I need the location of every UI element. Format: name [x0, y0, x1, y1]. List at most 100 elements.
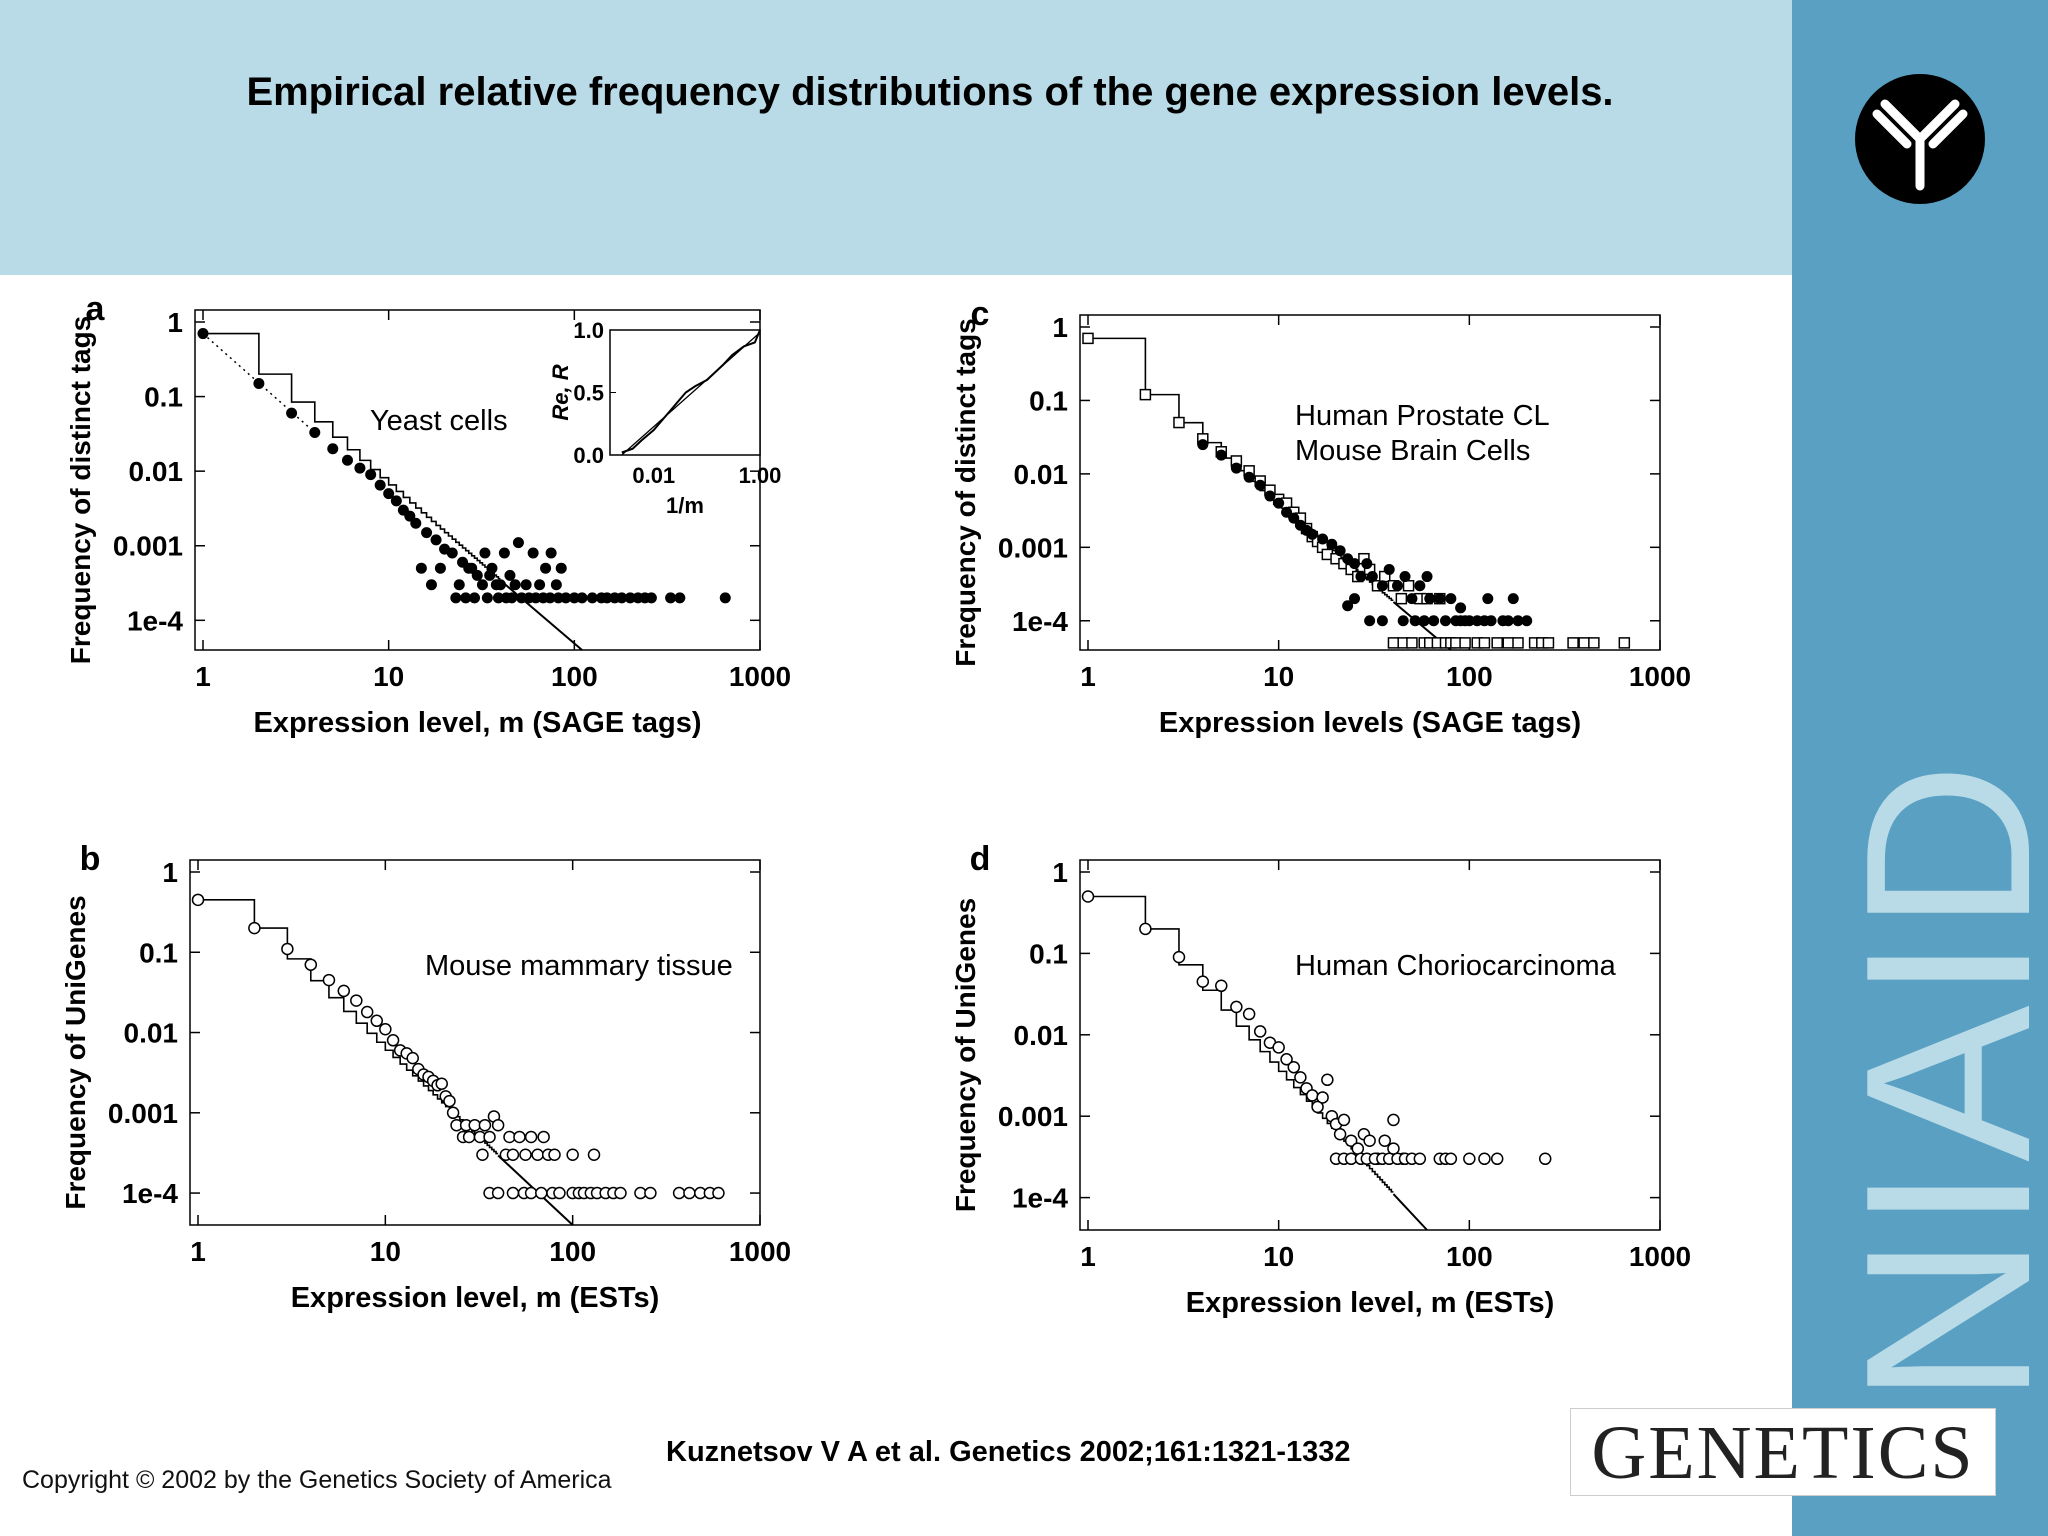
- data-point: [491, 1186, 505, 1200]
- data-point: [1172, 950, 1186, 964]
- data-point: [674, 592, 686, 604]
- slide-header: [0, 0, 1792, 275]
- y-tick-label: 0.01: [129, 456, 184, 487]
- data-point: [253, 377, 265, 389]
- data-point: [644, 1186, 657, 1200]
- data-point: [1450, 615, 1462, 627]
- y-tick-label: 0.1: [1029, 385, 1068, 416]
- y-tick-label: 0.001: [998, 1101, 1068, 1132]
- chart-panel-a: a 1 0.1 0.01 0.001 1e-4 1 10 100 1000 Expression l…: [65, 290, 791, 739]
- data-point: [1264, 490, 1276, 502]
- data-point: [645, 592, 657, 604]
- data-point: [1542, 637, 1555, 649]
- x-tick-label: 1: [1080, 1241, 1096, 1272]
- data-point: [624, 592, 636, 604]
- y-tick-label: 1e-4: [127, 605, 183, 636]
- data-point: [383, 488, 395, 500]
- data-point: [1197, 439, 1209, 451]
- chart-annotation: Human Choriocarcinoma: [1295, 950, 1617, 982]
- data-point: [1311, 1100, 1324, 1114]
- data-point: [1361, 558, 1373, 570]
- x-axis-label: Expression level, m (SAGE tags): [253, 707, 701, 739]
- data-point: [430, 534, 442, 546]
- niaid-watermark: NIAID: [1816, 758, 2048, 1405]
- data-point: [379, 1022, 392, 1036]
- data-point: [1455, 602, 1467, 614]
- data-point: [1173, 416, 1185, 429]
- data-point: [1349, 593, 1361, 605]
- data-point: [1399, 571, 1411, 583]
- data-point: [1242, 1007, 1256, 1021]
- panel-letter: d: [970, 840, 991, 878]
- x-tick-label: 100: [1446, 1241, 1493, 1272]
- data-point: [1512, 615, 1524, 627]
- y-tick-label: 1e-4: [1012, 1183, 1068, 1214]
- y-tick-label: 0.001: [998, 532, 1068, 563]
- data-point: [443, 1094, 456, 1108]
- data-point: [370, 1014, 384, 1028]
- inset-y-axis-label: Re, R: [548, 364, 573, 420]
- chart-panel-d: d 1 0.1 0.01 0.001 1e-4 1 10 100 1000 Expression l…: [950, 840, 1691, 1319]
- data-point: [1521, 615, 1533, 627]
- data-point: [386, 1034, 400, 1047]
- data-point: [492, 592, 504, 604]
- data-point: [469, 592, 481, 604]
- data-point: [463, 562, 475, 574]
- data-point: [534, 579, 546, 591]
- data-point: [1364, 615, 1376, 627]
- data-point: [1376, 615, 1388, 627]
- y-tick-label: 0.001: [108, 1098, 178, 1129]
- data-point: [1196, 975, 1210, 988]
- fit-line: [1392, 1193, 1428, 1231]
- data-point: [374, 479, 386, 491]
- data-point: [1355, 571, 1367, 583]
- data-point: [435, 1077, 448, 1091]
- x-axis-label: Expression levels (SAGE tags): [1159, 707, 1581, 739]
- data-point: [1254, 479, 1266, 491]
- data-point: [1413, 1152, 1427, 1166]
- data-point: [1321, 1073, 1334, 1087]
- data-point: [1139, 388, 1152, 401]
- data-point: [1366, 571, 1378, 583]
- data-point: [1305, 1089, 1319, 1102]
- data-point: [665, 592, 677, 604]
- antibody-logo-icon: [1855, 74, 1985, 204]
- x-tick-label: 1000: [729, 661, 791, 692]
- data-point: [450, 592, 462, 604]
- data-point: [286, 407, 298, 419]
- data-point: [1434, 593, 1446, 605]
- y-tick-label: 0.01: [1014, 1020, 1069, 1051]
- data-point: [712, 1186, 725, 1200]
- data-point: [1421, 571, 1433, 583]
- data-point: [491, 1118, 505, 1132]
- data-point: [1478, 1152, 1491, 1166]
- data-point: [555, 562, 567, 574]
- data-point: [576, 592, 588, 604]
- data-point: [248, 921, 261, 935]
- data-point: [421, 527, 433, 539]
- y-tick-label: 0.1: [144, 382, 183, 413]
- data-point: [587, 1148, 601, 1162]
- data-point: [197, 328, 209, 340]
- data-point: [1567, 637, 1579, 649]
- data-point: [1215, 449, 1227, 461]
- data-point: [1387, 1142, 1400, 1155]
- chart-annotation: Human Prostate CL: [1295, 400, 1550, 432]
- data-point: [360, 1005, 374, 1019]
- data-point: [524, 1130, 538, 1144]
- x-tick-label: 1: [195, 661, 211, 692]
- data-point: [476, 579, 488, 591]
- data-point: [531, 1148, 544, 1162]
- data-point: [1383, 563, 1395, 575]
- inset-x-axis-label: 1/m: [666, 493, 704, 518]
- chart-annotation: Mouse Brain Cells: [1295, 435, 1530, 467]
- inset-x-tick-label: 1.00: [739, 463, 782, 488]
- data-point: [410, 517, 422, 529]
- x-tick-label: 100: [549, 1236, 596, 1267]
- y-tick-label: 0.001: [113, 531, 183, 562]
- x-tick-label: 1: [1080, 661, 1096, 692]
- data-point: [1445, 593, 1457, 605]
- chart-panel-b: b 1 0.1 0.01 0.001 1e-4 1 10 100 1000 Expression l…: [60, 840, 791, 1314]
- data-point: [1387, 637, 1400, 649]
- plot-frame: [1079, 314, 1661, 651]
